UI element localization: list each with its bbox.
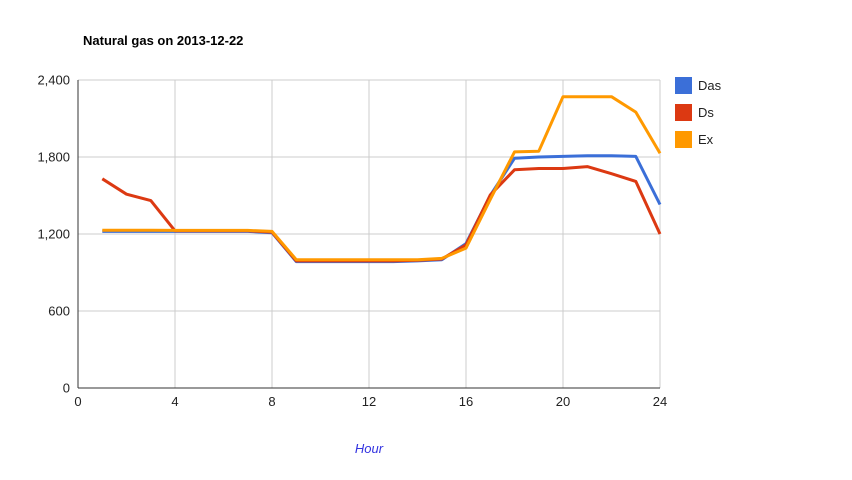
legend-swatch-das — [675, 77, 692, 94]
x-tick-label: 20 — [556, 394, 570, 409]
x-tick-label: 4 — [171, 394, 178, 409]
legend-label-ex: Ex — [698, 132, 714, 147]
chart-title: Natural gas on 2013-12-22 — [83, 33, 244, 48]
y-tick-label: 1,800 — [37, 150, 70, 165]
legend-item-das: Das — [675, 77, 721, 94]
x-tick-label: 0 — [74, 394, 81, 409]
legend-item-ds: Ds — [675, 104, 721, 121]
x-axis-title: Hour — [354, 441, 384, 456]
y-tick-label: 600 — [48, 304, 70, 319]
series-line-ds[interactable] — [101, 165, 662, 263]
x-tick-label: 12 — [362, 394, 376, 409]
series-line-ex[interactable] — [102, 95, 662, 262]
legend-label-das: Das — [698, 78, 722, 93]
legend-swatch-ds — [675, 104, 692, 121]
legend-label-ds: Ds — [698, 105, 714, 120]
legend: Das Ds Ex — [675, 77, 721, 158]
y-tick-label: 0 — [63, 381, 70, 396]
legend-item-ex: Ex — [675, 131, 721, 148]
series-line-das[interactable] — [102, 154, 662, 264]
x-tick-label: 16 — [459, 394, 473, 409]
legend-swatch-ex — [675, 131, 692, 148]
y-tick-label: 1,200 — [37, 227, 70, 242]
y-tick-label: 2,400 — [37, 73, 70, 88]
x-tick-label: 8 — [268, 394, 275, 409]
x-tick-label: 24 — [653, 394, 667, 409]
